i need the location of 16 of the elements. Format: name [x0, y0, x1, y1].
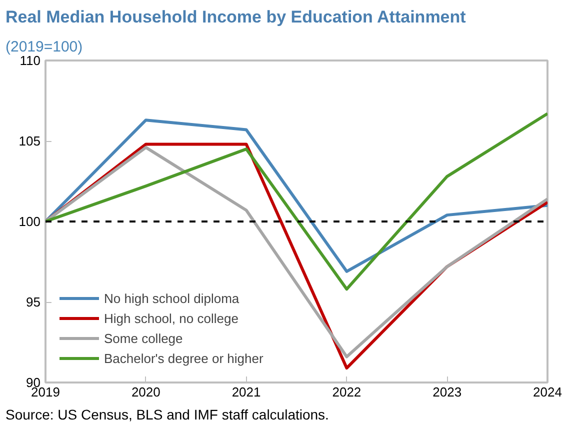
y-tick-label: 105: [18, 134, 41, 148]
legend-label: Some college: [104, 330, 183, 346]
legend-label: Bachelor's degree or higher: [104, 350, 264, 366]
x-tick-label: 2020: [131, 384, 160, 400]
legend-label: No high school diploma: [104, 290, 240, 306]
legend-label: High school, no college: [104, 310, 238, 326]
source-note: Source: US Census, BLS and IMF staff calculations.: [6, 406, 329, 422]
chart-subtitle: (2019=100): [6, 38, 83, 56]
y-tick-label: 110: [20, 53, 41, 68]
y-tick-label: 100: [18, 214, 41, 229]
y-tick-label: 95: [26, 294, 41, 310]
chart-title: Real Median Household Income by Education Attainment: [6, 8, 466, 26]
x-tick-label: 2022: [332, 384, 362, 400]
x-tick-label: 2024: [533, 384, 562, 400]
x-tick-label: 2023: [432, 384, 462, 400]
x-tick-label: 2021: [232, 384, 261, 400]
